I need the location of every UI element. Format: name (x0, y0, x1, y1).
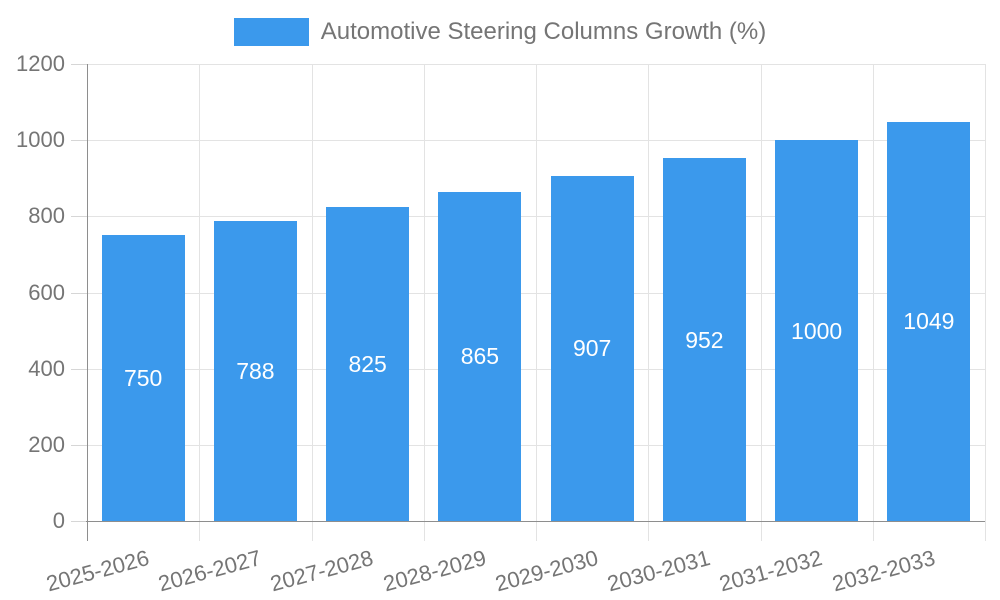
x-gridline (536, 64, 537, 541)
bar[interactable] (213, 220, 297, 521)
x-gridline (872, 64, 874, 541)
y-axis-label: 400 (28, 355, 65, 381)
legend-label: Automotive Steering Columns Growth (%) (320, 18, 767, 45)
y-tick (71, 292, 87, 294)
y-tick (71, 444, 87, 446)
y-tick (71, 521, 87, 522)
x-axis-label: 2032-2033 (829, 545, 938, 597)
bar-value-label: 1049 (903, 308, 955, 335)
x-axis-label: 2031-2032 (716, 545, 826, 597)
y-tick (71, 368, 87, 370)
x-gridline (648, 64, 650, 541)
x-axis-label: 2028-2029 (380, 545, 489, 597)
x-gridline (423, 64, 425, 541)
x-gridline (760, 64, 762, 541)
bar[interactable] (887, 121, 971, 521)
y-axis-label: 800 (28, 203, 65, 229)
bar-value-label: 825 (348, 350, 387, 377)
x-gridline (311, 64, 313, 541)
x-axis-label: 2027-2028 (267, 545, 377, 597)
y-axis-line (87, 64, 88, 541)
y-axis-label: 600 (28, 279, 65, 305)
x-axis-label: 2026-2027 (155, 545, 264, 597)
bar[interactable] (326, 206, 410, 521)
y-axis-label: 200 (28, 431, 65, 457)
x-axis-label: 2025-2026 (43, 545, 152, 597)
x-gridline (199, 64, 201, 541)
y-tick (71, 140, 87, 142)
bar[interactable] (775, 140, 859, 521)
x-axis-label: 2029-2030 (492, 545, 601, 597)
y-axis-label: 0 (52, 508, 65, 533)
bar[interactable] (662, 158, 746, 521)
x-axis-line (86, 521, 985, 522)
y-tick (71, 64, 87, 65)
x-gridline (985, 64, 986, 541)
y-axis-label: 1200 (16, 51, 65, 76)
y-axis-label: 1000 (16, 127, 65, 153)
legend-swatch-icon (233, 18, 309, 46)
bar-value-label: 952 (685, 326, 724, 353)
bar-value-label: 865 (460, 343, 500, 370)
y-tick (71, 216, 87, 218)
bar[interactable] (550, 175, 634, 521)
bar-value-label: 788 (236, 357, 275, 384)
bar[interactable] (101, 235, 185, 521)
legend[interactable]: Automotive Steering Columns Growth (%) (0, 14, 1000, 50)
bar-value-label: 750 (123, 365, 163, 392)
bar-value-label: 907 (572, 335, 612, 362)
plot-area: 0 200 400 600 800 1000 1200 750 2025-2026 788 2026… (16, 52, 986, 596)
bar-value-label: 1000 (791, 317, 843, 344)
x-axis-label: 2030-2031 (604, 545, 713, 597)
bar[interactable] (438, 191, 522, 521)
